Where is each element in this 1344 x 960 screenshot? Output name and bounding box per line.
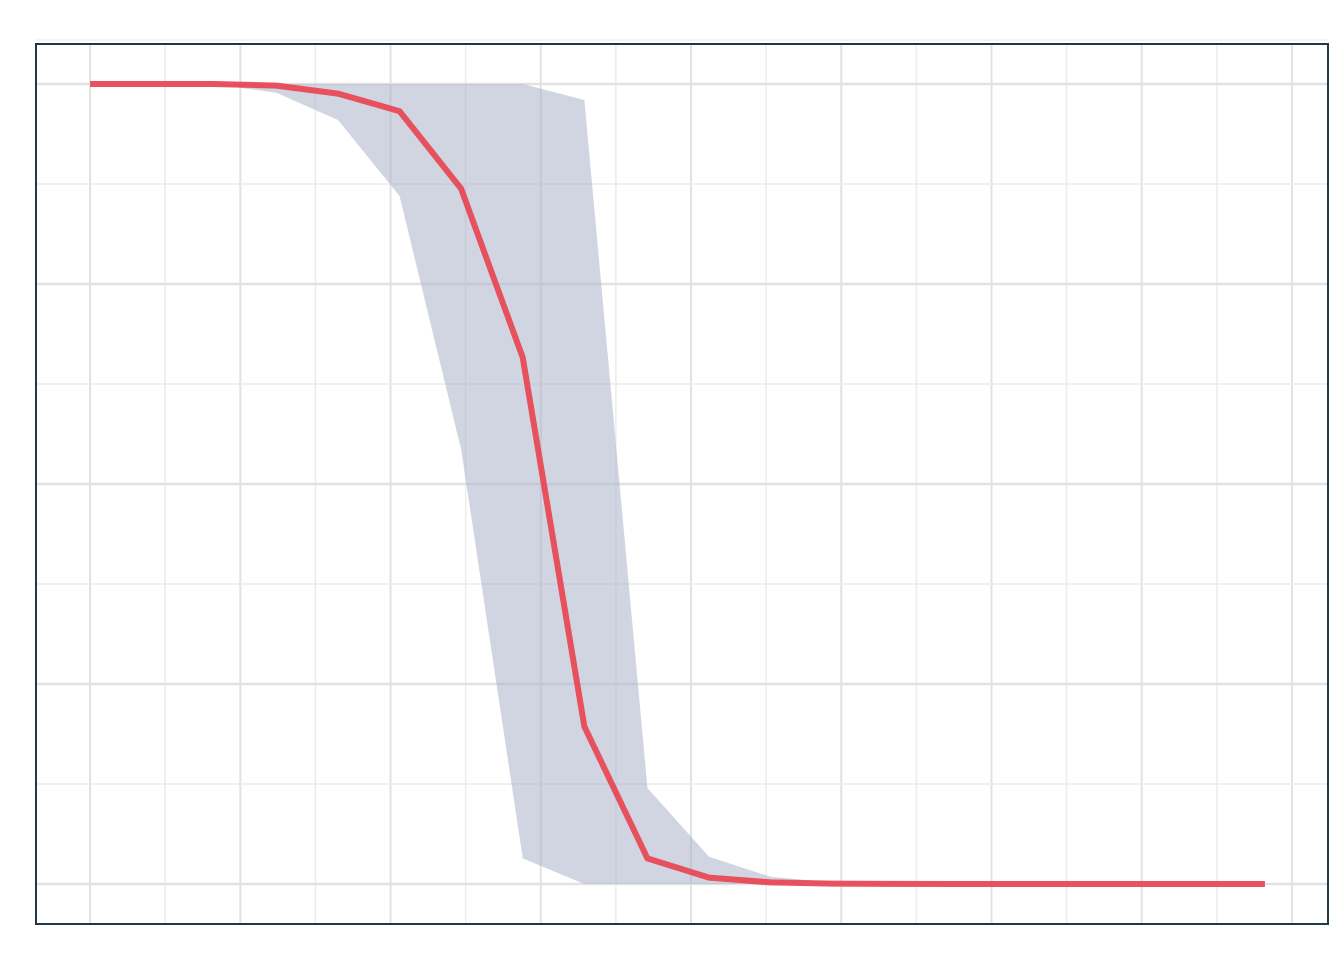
plot-frame	[35, 43, 1329, 925]
grid	[36, 44, 1328, 924]
estimate-line	[90, 81, 1265, 887]
series-lines	[90, 81, 1265, 887]
